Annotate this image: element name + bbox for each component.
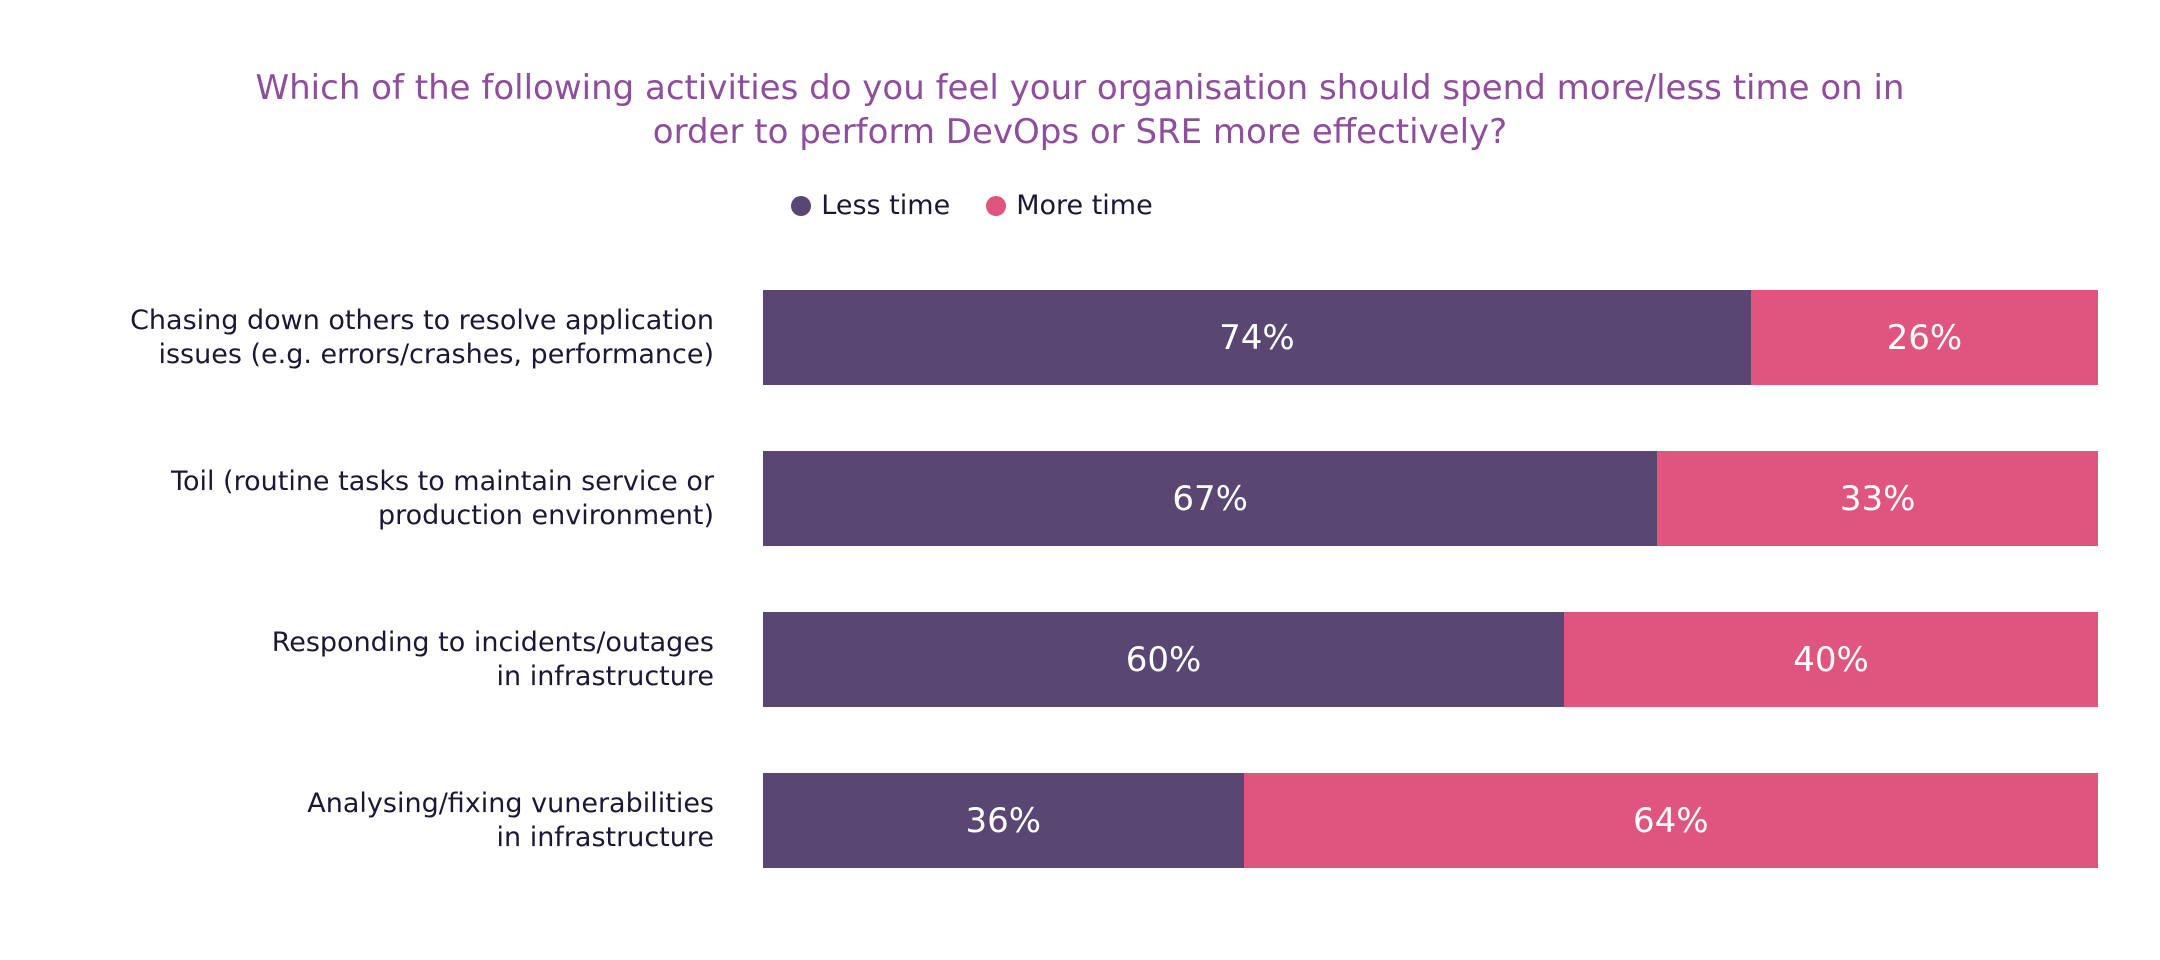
category-label-line: Chasing down others to resolve applicati… xyxy=(130,304,714,336)
category-label-line: Toil (routine tasks to maintain service … xyxy=(171,465,714,497)
legend-item-more-time: More time xyxy=(986,190,1153,221)
bar-segment-more-time: 26% xyxy=(1750,290,2098,385)
bar-row-incidents: 60% 40% xyxy=(763,612,2098,707)
bar-segment-more-time: 40% xyxy=(1564,612,2098,707)
category-label-line: production environment) xyxy=(377,499,714,531)
category-label-chasing: Chasing down others to resolve applicati… xyxy=(40,304,714,372)
legend-label-less-time: Less time xyxy=(821,190,951,221)
data-label: 74% xyxy=(1219,317,1295,358)
data-label: 40% xyxy=(1793,639,1869,680)
data-label: 33% xyxy=(1839,478,1916,519)
bar-row-vulnerabilities: 36% 64% xyxy=(763,773,2098,868)
category-label-line: in infrastructure xyxy=(496,821,715,853)
chart-title-line-1: Which of the following activities do you… xyxy=(255,68,1905,108)
category-label-line: Responding to incidents/outages xyxy=(271,626,714,658)
data-label: 67% xyxy=(1172,478,1248,519)
data-label: 64% xyxy=(1633,800,1709,841)
bar-segment-less-time: 36% xyxy=(763,773,1244,868)
bar-segment-less-time: 74% xyxy=(763,290,1751,385)
legend-label-more-time: More time xyxy=(1016,190,1153,221)
bar-row-chasing: 74% 26% xyxy=(763,290,2098,385)
category-label-incidents: Responding to incidents/outages in infra… xyxy=(40,626,714,694)
bar-segment-less-time: 60% xyxy=(763,612,1564,707)
bar-segment-more-time: 33% xyxy=(1657,451,2098,546)
legend-swatch-more-time xyxy=(986,195,1007,216)
category-label-toil: Toil (routine tasks to maintain service … xyxy=(40,465,714,533)
bar-segment-less-time: 67% xyxy=(763,451,1658,546)
legend-swatch-less-time xyxy=(791,195,812,216)
category-label-line: in infrastructure xyxy=(496,660,715,692)
chart-legend: Less time More time xyxy=(0,190,2160,221)
legend-item-less-time: Less time xyxy=(791,190,950,221)
chart-title: Which of the following activities do you… xyxy=(0,66,2160,154)
category-label-vulnerabilities: Analysing/fixing vunerabilities in infra… xyxy=(40,787,714,855)
bar-segment-more-time: 64% xyxy=(1243,773,2098,868)
category-label-line: issues (e.g. errors/crashes, performance… xyxy=(158,338,714,370)
data-label: 60% xyxy=(1125,639,1202,680)
bar-row-toil: 67% 33% xyxy=(763,451,2098,546)
data-label: 26% xyxy=(1886,317,1963,358)
chart-title-line-2: order to perform DevOps or SRE more effe… xyxy=(652,112,1508,152)
data-label: 36% xyxy=(965,800,1042,841)
category-label-line: Analysing/fixing vunerabilities xyxy=(307,787,714,819)
